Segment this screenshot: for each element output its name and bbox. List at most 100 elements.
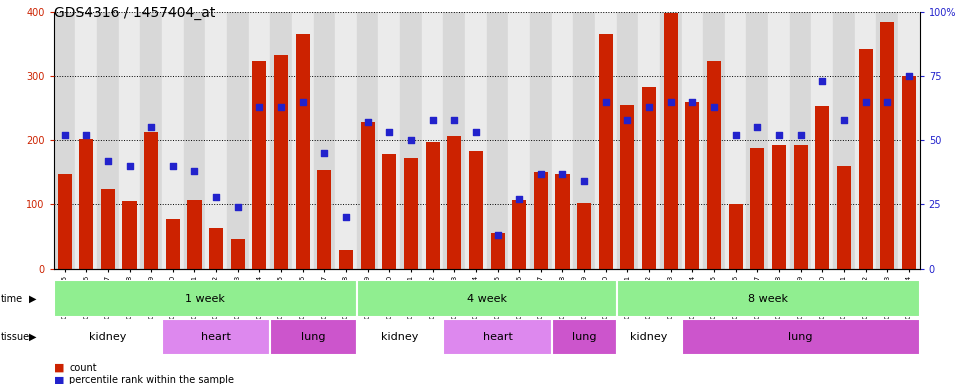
- Point: [274, 104, 289, 110]
- Bar: [76, 12, 97, 269]
- Bar: [162, 12, 183, 269]
- Bar: [811, 12, 833, 269]
- Bar: [725, 12, 747, 269]
- Point: [252, 104, 267, 110]
- Point: [79, 132, 94, 138]
- Bar: [898, 12, 920, 269]
- Bar: [230, 239, 245, 269]
- Text: tissue: tissue: [1, 332, 30, 342]
- Bar: [556, 174, 569, 269]
- Bar: [166, 218, 180, 269]
- Point: [836, 116, 852, 122]
- Bar: [101, 189, 115, 269]
- Point: [208, 194, 224, 200]
- Text: count: count: [69, 363, 97, 373]
- Point: [684, 98, 700, 104]
- Point: [295, 98, 310, 104]
- Point: [490, 232, 505, 238]
- Point: [879, 98, 895, 104]
- Bar: [54, 280, 357, 317]
- Text: heart: heart: [202, 332, 231, 342]
- Bar: [444, 12, 465, 269]
- Bar: [790, 12, 811, 269]
- Bar: [54, 12, 76, 269]
- Text: ■: ■: [54, 363, 64, 373]
- Bar: [880, 22, 895, 269]
- Bar: [815, 106, 829, 269]
- Text: lung: lung: [788, 332, 813, 342]
- Bar: [357, 280, 616, 317]
- Bar: [854, 12, 876, 269]
- Bar: [357, 12, 378, 269]
- Bar: [707, 61, 721, 269]
- Bar: [183, 12, 205, 269]
- Point: [663, 98, 679, 104]
- Bar: [162, 319, 271, 355]
- Point: [598, 98, 613, 104]
- Point: [165, 163, 180, 169]
- Text: percentile rank within the sample: percentile rank within the sample: [69, 375, 234, 384]
- Bar: [465, 12, 487, 269]
- Bar: [487, 12, 509, 269]
- Bar: [552, 12, 573, 269]
- Point: [793, 132, 808, 138]
- Point: [403, 137, 419, 143]
- Bar: [335, 12, 357, 269]
- Bar: [660, 12, 682, 269]
- Bar: [599, 34, 612, 269]
- Text: kidney: kidney: [381, 332, 419, 342]
- Bar: [901, 76, 916, 269]
- Point: [468, 129, 484, 136]
- Bar: [682, 12, 703, 269]
- Bar: [833, 12, 854, 269]
- Bar: [425, 142, 440, 269]
- Point: [143, 124, 158, 131]
- Bar: [404, 157, 418, 269]
- Bar: [530, 12, 552, 269]
- Text: time: time: [1, 293, 23, 304]
- Text: 1 week: 1 week: [185, 293, 226, 304]
- Text: kidney: kidney: [631, 332, 668, 342]
- Bar: [314, 12, 335, 269]
- Point: [512, 196, 527, 202]
- Bar: [447, 136, 462, 269]
- Bar: [534, 172, 548, 269]
- Bar: [119, 12, 140, 269]
- Point: [901, 73, 917, 79]
- Bar: [123, 200, 136, 269]
- Bar: [794, 145, 807, 269]
- Point: [187, 168, 203, 174]
- Bar: [595, 12, 616, 269]
- Bar: [209, 228, 223, 269]
- Bar: [292, 12, 314, 269]
- Bar: [296, 34, 310, 269]
- Text: lung: lung: [572, 332, 596, 342]
- Bar: [768, 12, 790, 269]
- Point: [382, 129, 397, 136]
- Point: [425, 116, 441, 122]
- Bar: [378, 12, 400, 269]
- Point: [533, 170, 548, 177]
- Bar: [751, 148, 764, 269]
- Point: [100, 158, 115, 164]
- Bar: [274, 55, 288, 269]
- Bar: [772, 145, 786, 269]
- Bar: [747, 12, 768, 269]
- Bar: [642, 87, 656, 269]
- Bar: [858, 49, 873, 269]
- Bar: [552, 319, 616, 355]
- Bar: [227, 12, 249, 269]
- Point: [815, 78, 830, 84]
- Point: [446, 116, 462, 122]
- Bar: [577, 202, 591, 269]
- Bar: [729, 205, 743, 269]
- Bar: [271, 12, 292, 269]
- Bar: [249, 12, 271, 269]
- Bar: [512, 200, 526, 269]
- Point: [317, 150, 332, 156]
- Bar: [205, 12, 227, 269]
- Text: lung: lung: [301, 332, 325, 342]
- Bar: [421, 12, 444, 269]
- Bar: [685, 101, 700, 269]
- Point: [360, 119, 375, 125]
